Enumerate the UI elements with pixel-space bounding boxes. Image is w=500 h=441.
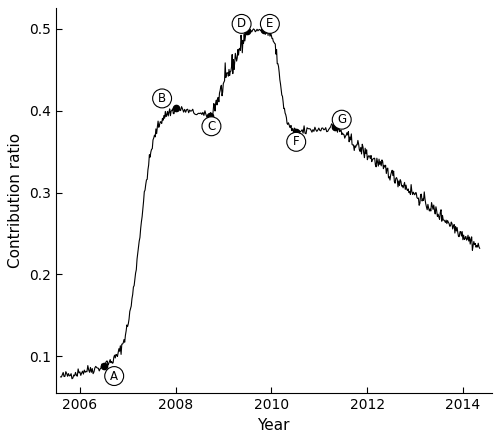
Text: F: F	[293, 135, 300, 148]
Text: B: B	[158, 92, 166, 105]
Text: G: G	[337, 113, 346, 126]
Y-axis label: Contribution ratio: Contribution ratio	[8, 133, 24, 269]
Text: A: A	[110, 370, 118, 382]
Text: E: E	[266, 17, 274, 30]
X-axis label: Year: Year	[258, 418, 290, 433]
Text: C: C	[208, 120, 216, 133]
Text: D: D	[237, 17, 246, 30]
